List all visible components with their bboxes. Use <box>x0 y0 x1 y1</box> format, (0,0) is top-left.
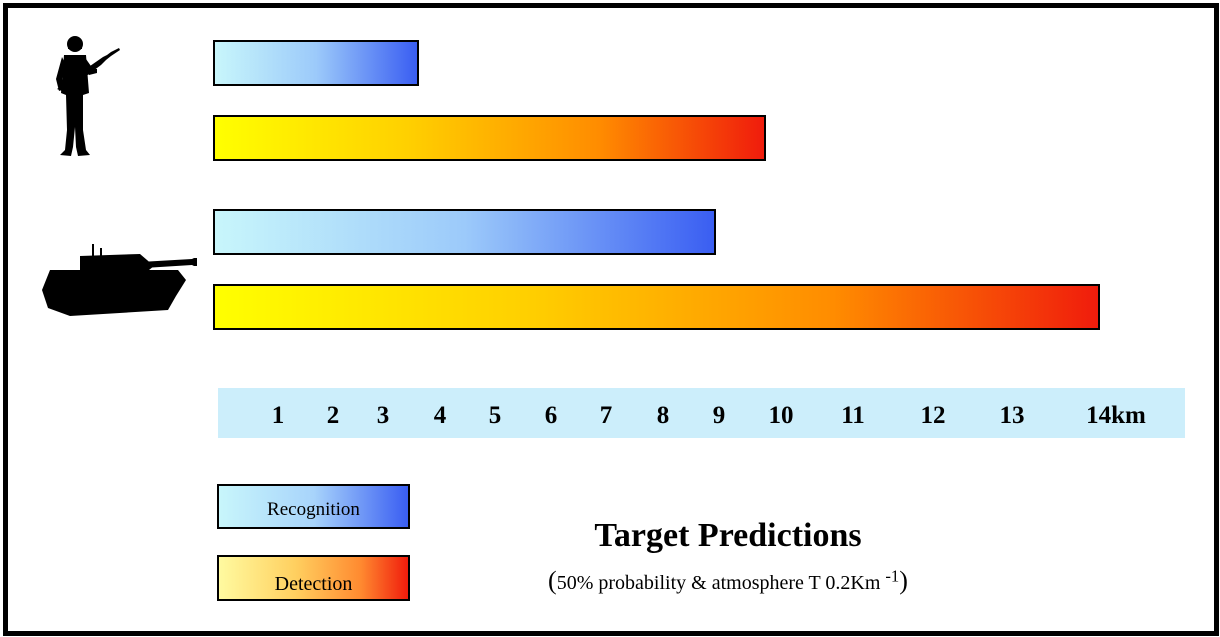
subtitle-open-paren: ( <box>548 566 557 595</box>
chart-title: Target Predictions <box>594 517 862 554</box>
subtitle-text: 50% probability & atmosphere T 0.2Km <box>556 572 881 594</box>
x-tick-label: 12 <box>920 402 946 429</box>
x-tick-label: 11 <box>841 402 865 429</box>
tank-icon <box>42 244 197 316</box>
subtitle-exponent: -1 <box>885 566 900 586</box>
subtitle-close-paren: ) <box>899 566 908 595</box>
x-tick-label: 6 <box>544 402 558 429</box>
x-axis-band: 1 2 3 4 5 6 7 8 9 10 11 12 13 14km <box>218 388 1185 438</box>
soldier-icon <box>56 36 120 156</box>
x-tick-label: 9 <box>712 402 726 429</box>
chart-subtitle: (50% probability & atmosphere T 0.2Km -1… <box>488 566 968 596</box>
bar-soldier-recognition <box>213 40 420 86</box>
x-tick-label: 13 <box>999 402 1025 429</box>
bar-tank-detection <box>213 284 1101 330</box>
x-tick-label: 8 <box>656 402 670 429</box>
x-tick-label: 10 <box>768 402 794 429</box>
legend-recognition: Recognition <box>217 484 410 529</box>
x-tick-label: 14km <box>1086 402 1146 429</box>
x-tick-label: 1 <box>271 402 285 429</box>
chart-frame: 1 2 3 4 5 6 7 8 9 10 11 12 13 14km Recognition Detect… <box>3 3 1219 636</box>
legend-detection-label: Detection <box>274 573 353 595</box>
legend-detection: Detection <box>217 555 410 601</box>
x-tick-label: 4 <box>433 402 447 429</box>
x-tick-label: 7 <box>599 402 613 429</box>
legend-recognition-label: Recognition <box>267 499 360 520</box>
x-tick-label: 2 <box>326 402 340 429</box>
x-tick-label: 3 <box>376 402 390 429</box>
bar-soldier-detection <box>213 115 766 161</box>
x-tick-label: 5 <box>488 402 502 429</box>
bar-tank-recognition <box>213 209 717 255</box>
